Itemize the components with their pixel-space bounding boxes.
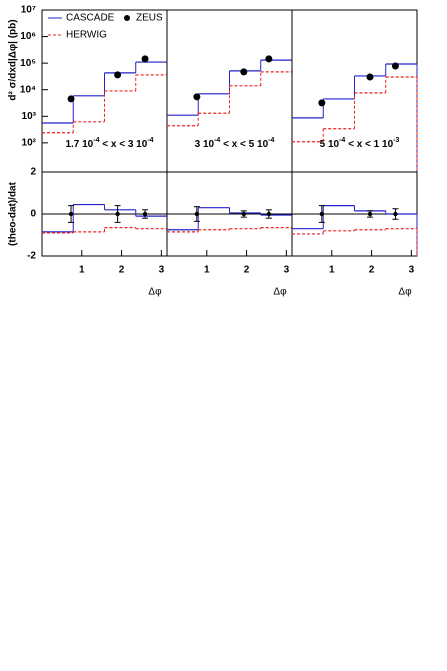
data-point bbox=[366, 73, 374, 81]
annotation-part: -4 bbox=[214, 137, 220, 144]
annotation-part: 5 10 bbox=[320, 139, 340, 150]
y-tick-label: 10⁶ bbox=[20, 31, 36, 42]
data-point bbox=[240, 68, 248, 76]
x-tick-label: 3 bbox=[284, 265, 290, 276]
data-point bbox=[114, 71, 122, 79]
legend-label: HERWIG bbox=[66, 30, 107, 41]
x-axis-label: Δφ bbox=[398, 287, 412, 298]
y-tick-label: 10⁷ bbox=[21, 5, 36, 16]
annotation-part: -3 bbox=[393, 137, 399, 144]
x-tick-label: 2 bbox=[244, 265, 250, 276]
y-axis-label: (theo-dat)/dat bbox=[8, 181, 19, 246]
plot-area bbox=[42, 203, 168, 256]
x-tick-label: 2 bbox=[369, 265, 375, 276]
y-tick-label: 0 bbox=[30, 209, 36, 220]
x-tick-label: 1 bbox=[79, 265, 85, 276]
data-point bbox=[318, 99, 326, 107]
annotation-part: -4 bbox=[147, 137, 153, 144]
annotation-part: -4 bbox=[93, 137, 99, 144]
data-point bbox=[193, 93, 201, 101]
x-tick-label: 1 bbox=[329, 265, 335, 276]
legend-label: CASCADE bbox=[66, 13, 115, 24]
x-tick-label: 2 bbox=[119, 265, 125, 276]
data-point bbox=[265, 55, 273, 63]
y-tick-label: -2 bbox=[27, 251, 36, 262]
annotation-part: -4 bbox=[339, 137, 345, 144]
annotation-part: < x < 3 10 bbox=[99, 139, 147, 150]
plot-area bbox=[292, 205, 418, 256]
x-axis-label: Δφ bbox=[273, 287, 287, 298]
data-point bbox=[141, 55, 149, 63]
x-tick-label: 3 bbox=[409, 265, 415, 276]
legend-label: ZEUS bbox=[136, 13, 163, 24]
annotation-part: -4 bbox=[268, 137, 274, 144]
annotation-part: 3 10 bbox=[195, 139, 215, 150]
annotation-part: < x < 5 10 bbox=[220, 139, 268, 150]
y-axis-label: d² σ/dxd|Δφ| (pb) bbox=[8, 19, 19, 100]
x-tick-label: 1 bbox=[204, 265, 210, 276]
y-tick-label: 10⁴ bbox=[20, 84, 36, 95]
panel-annotation: 5 10-4 < x < 1 10-3 bbox=[320, 137, 400, 150]
y-tick-label: 10⁵ bbox=[20, 58, 36, 69]
plot-area bbox=[42, 55, 168, 172]
data-point bbox=[67, 95, 75, 103]
plot-area bbox=[292, 62, 418, 172]
legend-marker bbox=[124, 15, 130, 21]
y-tick-label: 2 bbox=[30, 167, 36, 178]
y-tick-label: 10² bbox=[22, 137, 37, 148]
x-tick-label: 3 bbox=[159, 265, 165, 276]
plot-area bbox=[167, 55, 293, 172]
panel-annotation: 3 10-4 < x < 5 10-4 bbox=[195, 137, 275, 150]
data-point bbox=[391, 62, 399, 70]
y-tick-label: 10³ bbox=[22, 111, 37, 122]
annotation-part: < x < 1 10 bbox=[345, 139, 393, 150]
annotation-part: 1.7 10 bbox=[65, 139, 93, 150]
x-axis-label: Δφ bbox=[148, 287, 162, 298]
panel-annotation: 1.7 10-4 < x < 3 10-4 bbox=[65, 137, 153, 150]
